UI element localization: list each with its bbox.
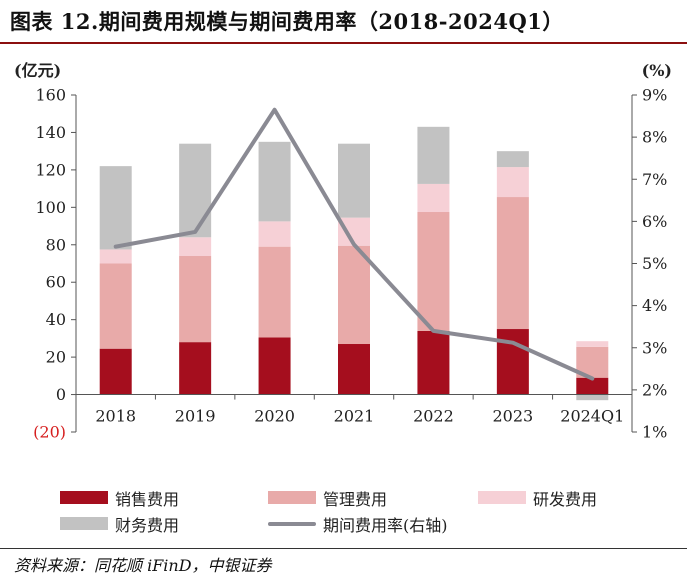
bar-finance-2018: [99, 166, 132, 250]
x-tick-label-2018: 2018: [95, 407, 136, 426]
right-tick-label: 5%: [642, 254, 667, 273]
legend-swatch-finance: [60, 517, 108, 530]
title-rule: [0, 42, 687, 44]
bar-rd-2018: [99, 249, 132, 264]
bar-sales-2020: [258, 337, 291, 395]
left-axis-label: (亿元): [14, 61, 61, 80]
bar-rd-2020: [258, 221, 291, 247]
legend-swatch-rd: [478, 491, 526, 504]
left-tick-label: (20): [33, 423, 66, 442]
bar-admin-2021: [338, 245, 370, 344]
chart: (20) 0 20 40 60 80 100 120 140 160 (亿元) 1% 2% 3% 4% 5% 6…: [14, 61, 672, 442]
right-tick-label: 7%: [642, 170, 667, 189]
bar-finance-2023: [496, 151, 529, 168]
legend-label-rate: 期间费用率(右轴): [323, 516, 448, 535]
bar-sales-2023: [496, 329, 529, 395]
right-tick-label: 4%: [642, 296, 667, 315]
x-tick-label-2020: 2020: [254, 407, 295, 426]
legend-swatch-sales: [60, 491, 108, 504]
right-tick-label: 9%: [642, 86, 667, 105]
left-tick-label: 0: [56, 385, 66, 404]
right-axis-label: (%): [642, 61, 672, 80]
bar-rd-2019: [179, 237, 212, 257]
left-tick-label: 140: [35, 123, 66, 142]
legend-line-rate: [268, 522, 316, 526]
x-tick-label-2024Q1: 2024Q1: [560, 407, 624, 426]
legend-swatch-admin: [268, 491, 316, 504]
left-tick-label: 80: [46, 235, 66, 254]
source-rule: [0, 548, 687, 549]
bar-admin-2022: [417, 212, 450, 331]
bar-admin-2018: [99, 263, 132, 349]
legend-label-sales: 销售费用: [115, 490, 180, 509]
right-tick-label: 6%: [642, 212, 667, 231]
bar-admin-2023: [496, 197, 529, 330]
source-note: 资料来源：同花顺 iFinD，中银证券: [14, 556, 272, 575]
left-tick-label: 20: [46, 348, 66, 367]
bar-sales-2021: [338, 344, 370, 395]
right-tick-label: 8%: [642, 128, 667, 147]
left-tick-label: 100: [35, 198, 66, 217]
right-tick-label: 1%: [642, 423, 667, 442]
bar-rd-2022: [417, 183, 450, 213]
x-tick-label-2021: 2021: [334, 407, 375, 426]
legend-label-rd: 研发费用: [533, 490, 598, 509]
x-tick-label-2022: 2022: [413, 407, 454, 426]
bar-finance-2020: [258, 141, 291, 222]
left-tick-label: 120: [35, 160, 66, 179]
bar-finance-2021: [338, 143, 370, 218]
bar-admin-2020: [258, 246, 291, 338]
x-tick-label-2023: 2023: [492, 407, 533, 426]
bar-sales-2022: [417, 330, 450, 395]
chart-title: 图表 12.期间费用规模与期间费用率（2018-2024Q1）: [10, 9, 564, 34]
bar-rd-2023: [496, 167, 529, 198]
bar-sales-2024Q1: [576, 377, 609, 395]
bar-admin-2019: [179, 256, 212, 343]
bar-finance-2024Q1: [576, 394, 609, 401]
left-tick-label: 40: [46, 310, 66, 329]
left-tick-label: 60: [46, 273, 66, 292]
bar-finance-2022: [417, 126, 450, 184]
x-tick-label-2019: 2019: [175, 407, 216, 426]
right-tick-label: 3%: [642, 338, 667, 357]
bar-finance-2019: [179, 143, 212, 238]
bar-sales-2018: [99, 348, 132, 395]
right-tick-label: 2%: [642, 380, 667, 399]
bar-rd-2024Q1: [576, 341, 609, 347]
left-tick-label: 160: [35, 86, 66, 105]
legend-label-admin: 管理费用: [323, 490, 388, 509]
legend-label-finance: 财务费用: [115, 516, 180, 535]
bar-sales-2019: [179, 342, 212, 395]
